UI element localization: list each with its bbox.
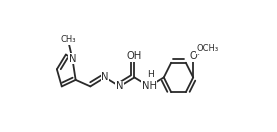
Text: O: O: [189, 51, 197, 61]
Text: CH₃: CH₃: [60, 35, 76, 44]
Text: N: N: [69, 54, 76, 64]
Text: NH: NH: [142, 81, 157, 91]
Text: OH: OH: [127, 51, 142, 61]
Text: N: N: [116, 81, 124, 91]
Text: OCH₃: OCH₃: [197, 44, 219, 53]
Text: N: N: [101, 72, 109, 82]
Text: H: H: [147, 70, 154, 79]
